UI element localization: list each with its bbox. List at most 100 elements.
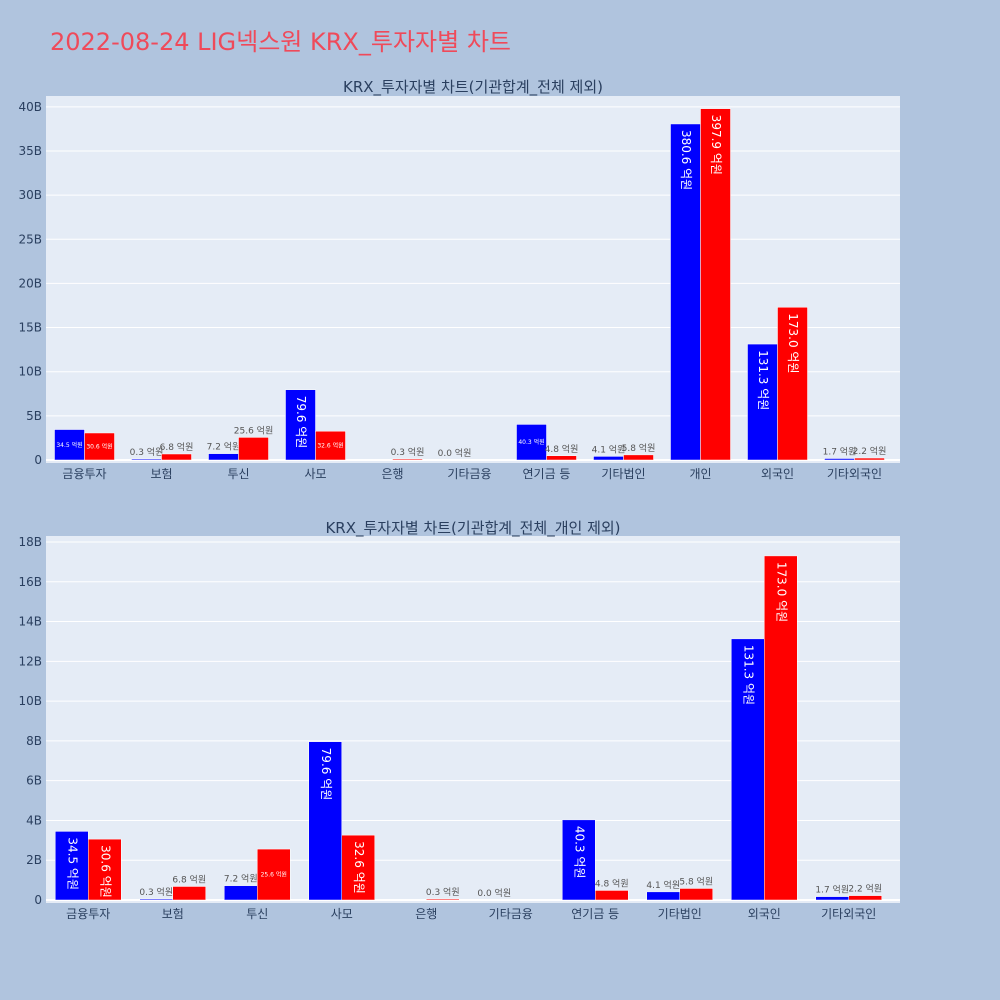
bar: [139, 898, 173, 901]
data-label: 32.6 억원: [352, 841, 366, 894]
bar: [546, 455, 577, 461]
bar: [854, 457, 885, 461]
y-tick-label: 18B: [18, 535, 42, 549]
data-label: 2.2 억원: [848, 883, 882, 895]
bar: [238, 437, 269, 461]
x-tick-label: 보험: [162, 907, 184, 921]
y-tick-label: 2B: [26, 853, 42, 867]
bar: [593, 456, 624, 461]
data-label: 4.1 억원: [646, 879, 680, 891]
chart-title: KRX_투자자별 차트(기관합계_전체 제외): [343, 78, 603, 97]
data-label: 5.8 억원: [679, 875, 713, 887]
x-tick-label: 기타금융: [489, 907, 533, 921]
x-tick-label: 보험: [150, 467, 172, 481]
data-label: 34.5 억원: [65, 837, 79, 890]
bar: [392, 458, 423, 461]
bar: [172, 886, 206, 901]
data-label: 0.3 억원: [139, 886, 173, 898]
x-tick-label: 외국인: [748, 907, 781, 921]
chart-1: 0 5B 10B 15B 20B 25B 30B 35B 40B KRX_투자자별 차트(기관합계…: [18, 78, 900, 481]
x-tick-label: 연기금 등: [571, 907, 619, 921]
bar: [731, 638, 765, 901]
x-tick-label: 은행: [381, 466, 403, 481]
data-label: 30.6 억원: [86, 442, 112, 450]
bar: [224, 885, 258, 901]
bar: [308, 741, 342, 901]
x-tick-label: 기타금융: [447, 467, 491, 481]
bar: [824, 458, 855, 461]
y-tick-label: 10B: [18, 365, 42, 379]
y-tick-label: 16B: [18, 575, 42, 589]
bar: [848, 895, 882, 901]
main-title: 2022-08-24 LIG넥스원 KRX_투자자별 차트: [50, 28, 511, 56]
x-tick-label: 사모: [331, 907, 353, 921]
data-label: 6.8 억원: [172, 873, 206, 885]
bar: [815, 896, 849, 901]
bar: [426, 898, 460, 901]
x-tick-label: 금융투자: [66, 907, 110, 921]
bar: [208, 453, 239, 461]
bar: [315, 430, 346, 461]
data-label: 380.6 억원: [679, 130, 693, 190]
bar: [88, 838, 122, 901]
x-tick-label: 기타외국인: [827, 467, 882, 481]
data-label: 6.8 억원: [160, 441, 194, 453]
bar: [679, 888, 713, 901]
data-label: 1.7 억원: [815, 884, 849, 896]
x-tick-label: 투신: [227, 467, 249, 481]
data-label: 40.3 억원: [572, 826, 586, 879]
data-label: 25.6 억원: [234, 424, 273, 436]
bar: [516, 424, 547, 461]
data-label: 2.2 억원: [853, 445, 887, 457]
data-label: 131.3 억원: [756, 350, 770, 410]
y-tick-label: 12B: [18, 654, 42, 668]
data-label: 0.3 억원: [130, 446, 164, 458]
data-label: 32.6 억원: [317, 442, 343, 450]
data-label: 4.1 억원: [592, 443, 626, 455]
bar: [54, 429, 85, 461]
bar: [55, 831, 89, 901]
y-tick-label: 6B: [26, 774, 42, 788]
bar: [84, 432, 115, 461]
data-label: 79.6 억원: [319, 748, 333, 801]
data-label: 173.0 억원: [786, 313, 800, 373]
data-label: 0.3 억원: [391, 446, 425, 458]
y-tick-label: 25B: [18, 232, 42, 246]
y-tick-label: 8B: [26, 734, 42, 748]
y-tick-label: 5B: [26, 409, 42, 423]
data-label: 34.5 억원: [56, 441, 82, 449]
bar: [670, 123, 701, 461]
y-tick-label: 0: [34, 893, 42, 907]
y-tick-label: 14B: [18, 615, 42, 629]
bar: [700, 108, 731, 461]
x-tick-label: 외국인: [761, 467, 794, 481]
data-label: 0.3 억원: [426, 886, 460, 898]
data-label: 7.2 억원: [207, 441, 241, 453]
bar: [646, 891, 680, 901]
x-tick-label: 투신: [246, 907, 268, 921]
data-label: 0.0 억원: [438, 447, 472, 459]
chart-title: KRX_투자자별 차트(기관합계_전체_개인 제외): [325, 519, 620, 538]
x-tick-label: 금융투자: [62, 467, 106, 481]
bar: [161, 453, 192, 461]
data-label: 7.2 억원: [224, 873, 258, 885]
x-tick-label: 기타법인: [658, 907, 702, 921]
data-label: 30.6 억원: [98, 845, 112, 898]
y-tick-label: 10B: [18, 694, 42, 708]
bar: [562, 819, 596, 901]
y-tick-label: 0: [34, 453, 42, 467]
bar: [341, 834, 375, 901]
data-label: 173.0 억원: [774, 562, 788, 622]
x-tick-label: 사모: [304, 467, 326, 481]
chart-2: 0 2B 4B 6B 8B 10B 12B 14B 16B 18B KRX_투자자별 차트(기관합계…: [18, 519, 900, 921]
data-label: 5.8 억원: [622, 442, 656, 454]
data-label: 4.8 억원: [595, 877, 629, 889]
y-tick-label: 4B: [26, 813, 42, 827]
bar: [623, 454, 654, 461]
y-tick-label: 30B: [18, 188, 42, 202]
data-label: 1.7 억원: [823, 445, 857, 457]
data-label: 131.3 억원: [741, 645, 755, 705]
bar: [595, 890, 629, 901]
y-tick-label: 40B: [18, 100, 42, 114]
